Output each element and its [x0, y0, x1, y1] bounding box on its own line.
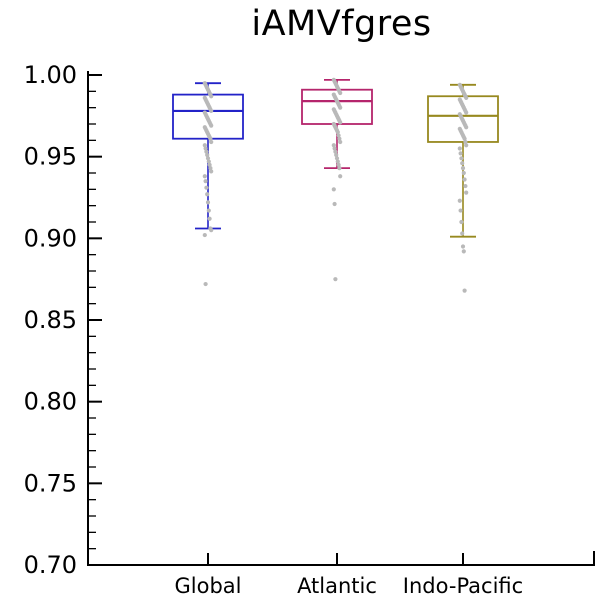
chart-title: iAMVfgres: [251, 4, 432, 44]
data-point: [331, 187, 336, 192]
strip-points-indo-pacific: [457, 82, 469, 293]
data-point: [203, 281, 208, 287]
data-point: [204, 149, 209, 154]
data-point: [208, 166, 213, 171]
data-point: [460, 244, 466, 249]
data-point: [463, 139, 468, 145]
data-point: [460, 231, 465, 236]
data-point: [458, 151, 463, 156]
data-point: [338, 174, 343, 179]
data-point: [206, 159, 211, 164]
data-point: [209, 228, 214, 233]
data-point: [462, 177, 467, 182]
y-tick-label: 0.70: [24, 551, 77, 579]
data-point: [338, 120, 343, 125]
data-point: [207, 216, 212, 221]
data-point: [336, 162, 341, 167]
data-point: [464, 143, 469, 148]
strip-points-atlantic: [331, 77, 343, 282]
data-point: [464, 110, 469, 115]
data-point: [202, 174, 207, 179]
data-point: [334, 156, 340, 161]
data-point: [334, 152, 339, 158]
strip-points-global: [202, 81, 214, 287]
iqr-box: [427, 95, 499, 143]
x-tick-label: Atlantic: [297, 574, 377, 598]
data-point: [337, 166, 342, 171]
y-axis: 0.70 0.75 0.80 0.85 0.90 0.95 1.00: [24, 61, 102, 579]
data-point: [203, 179, 208, 184]
data-point: [464, 125, 469, 130]
data-point: [335, 130, 340, 135]
data-point: [205, 156, 211, 161]
y-tick-label: 0.75: [24, 469, 77, 497]
data-point: [203, 146, 208, 151]
data-point: [338, 90, 343, 96]
data-point: [205, 152, 210, 158]
data-point: [462, 288, 467, 293]
data-point: [333, 149, 338, 154]
data-point: [338, 139, 343, 145]
data-point: [209, 94, 214, 99]
data-point: [464, 190, 469, 195]
data-point: [338, 105, 343, 110]
data-point: [209, 169, 214, 174]
y-tick-label: 1.00: [24, 61, 77, 89]
data-point: [464, 95, 469, 100]
data-point: [461, 249, 466, 254]
data-point: [205, 192, 210, 197]
y-tick-label: 0.90: [24, 224, 77, 252]
data-point: [337, 136, 342, 141]
data-point: [457, 198, 462, 203]
data-point: [460, 161, 465, 166]
x-tick-label: Global: [175, 574, 242, 598]
y-tick-label: 0.85: [24, 306, 77, 334]
data-point: [333, 277, 338, 282]
data-point: [209, 139, 214, 145]
data-point: [209, 108, 214, 114]
data-point: [335, 159, 340, 164]
data-point: [460, 166, 466, 171]
data-point: [206, 208, 211, 213]
data-point: [458, 208, 463, 213]
data-point: [463, 183, 468, 189]
data-point: [461, 170, 466, 176]
data-point: [457, 146, 462, 151]
iqr-box: [172, 93, 244, 140]
y-tick-label: 0.95: [24, 143, 77, 171]
data-point: [207, 162, 212, 167]
data-point: [336, 133, 341, 138]
data-point: [205, 200, 211, 205]
data-point: [331, 143, 336, 148]
data-point: [202, 232, 207, 238]
data-point: [462, 136, 467, 141]
data-point: [332, 201, 337, 207]
data-point: [459, 156, 464, 161]
data-point: [209, 123, 214, 128]
y-tick-label: 0.80: [24, 388, 77, 416]
data-point: [332, 146, 337, 151]
x-tick-label: Indo-Pacific: [403, 574, 523, 598]
data-point: [208, 136, 213, 141]
data-point: [202, 143, 207, 148]
data-point: [204, 185, 209, 190]
data-point: [459, 219, 464, 225]
x-axis: Global Atlantic Indo-Pacific: [88, 551, 595, 598]
